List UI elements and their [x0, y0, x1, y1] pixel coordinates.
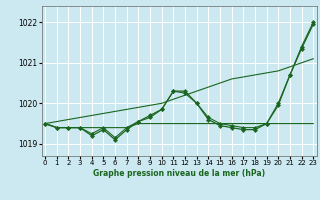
X-axis label: Graphe pression niveau de la mer (hPa): Graphe pression niveau de la mer (hPa) [93, 169, 265, 178]
